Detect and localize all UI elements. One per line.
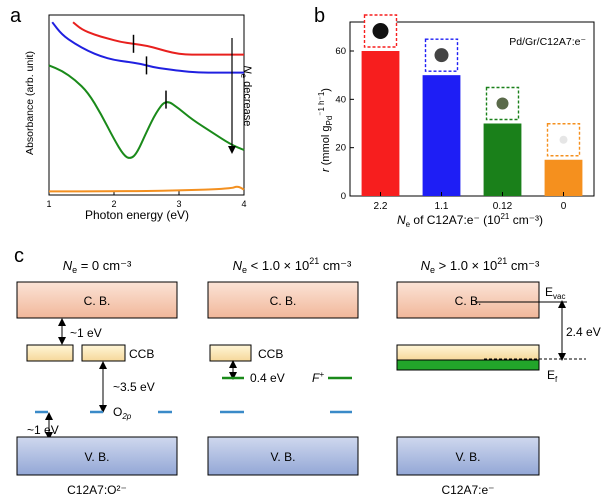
col1-ccb-label: CCB: [129, 347, 154, 361]
panel-c-letter: c: [14, 245, 24, 267]
col3-vb-label: V. B.: [456, 450, 481, 464]
col2-cb-label: C. B.: [270, 294, 297, 308]
col1-vb-label: V. B.: [85, 450, 110, 464]
col1-ccb-right: [81, 344, 126, 362]
col1-conduction-band: [16, 281, 178, 319]
panel-a-peak-markers: [132, 34, 167, 109]
panel-b-ytick-label: 0: [341, 191, 346, 202]
sample-photo: [434, 48, 449, 63]
panel-b-xtick-label: 0.12: [493, 201, 513, 212]
ne-decrease-label: Ne decrease: [239, 66, 253, 127]
col2-valence-band: [207, 436, 359, 476]
col3-title: Ne > 1.0 × 1021 cm⁻³: [421, 256, 540, 275]
bar: [544, 159, 583, 196]
panel-b-xtick-label: 0: [561, 201, 567, 212]
col3-ef-label: Ef: [547, 368, 558, 384]
spectrum-line-0: [72, 21, 244, 56]
col1-cb-label: C. B.: [84, 294, 111, 308]
panel-b-ylabel: r (mmol gPd⁻1 h⁻1): [317, 88, 334, 172]
sample-photo: [496, 97, 509, 110]
panel-b-xlabel: Ne of C12A7:e⁻ (1021 cm⁻³): [397, 212, 543, 229]
panel-b-annotation: Pd/Gr/C12A7:e⁻: [509, 36, 586, 48]
col3-footer: C12A7:e⁻: [441, 483, 494, 497]
col3-evac-label: Evac: [545, 285, 565, 301]
panel-a-letter: a: [10, 5, 22, 27]
col3-conduction-band: [396, 281, 540, 319]
panel-b-axes: [349, 21, 595, 197]
panel-b-yticks: 0 20 40 60: [335, 46, 354, 202]
panel-b-letter: b: [314, 5, 325, 27]
col2-title: Ne < 1.0 × 1021 cm⁻³: [233, 256, 352, 275]
col1-title: Ne = 0 cm⁻³: [63, 258, 132, 275]
col1-gap2-label: ~3.5 eV: [113, 380, 155, 394]
panel-a-xtick-label: 1: [46, 199, 51, 209]
bar: [422, 75, 461, 196]
panel-b-ytick-label: 20: [335, 143, 346, 154]
panel-b-ytick-label: 60: [335, 46, 346, 57]
col2-fplus-label: F+: [312, 370, 324, 385]
col2-gap-label: 0.4 eV: [250, 371, 285, 385]
col1-ccb-left: [26, 344, 74, 362]
sample-photo: [559, 135, 568, 144]
spectrum-line-1: [51, 21, 244, 74]
col3-ccb-green: [396, 359, 540, 371]
col1-o2p-label: O2p: [113, 405, 132, 421]
col1-footer: C12A7:O²⁻: [67, 483, 127, 497]
col2-ccb: [209, 344, 252, 362]
col2-conduction-band: [207, 281, 359, 319]
panel-a-xtick-label: 4: [241, 199, 246, 209]
col1-gap1-label: ~1 eV: [70, 326, 102, 340]
panel-b-xtick-label: 1.1: [435, 201, 449, 212]
panel-a-axes: [48, 14, 245, 196]
panel-a-xtick-label: 2: [111, 199, 116, 209]
panel-b-bars: 2.2 1.1 0.12 0: [361, 14, 583, 212]
sample-photo: [372, 23, 389, 39]
panel-b-xtick-label: 2.2: [374, 201, 388, 212]
col1-gap3-label: ~1 eV: [27, 423, 59, 437]
col2-ccb-label: CCB: [258, 347, 283, 361]
bar: [361, 51, 400, 196]
col3-cb-label: C. B.: [455, 294, 482, 308]
panel-a-ylabel: Absorbance (arb. unit): [24, 51, 36, 155]
panel-a-xlabel: Photon energy (eV): [85, 208, 189, 222]
spectrum-line-2: [48, 64, 245, 159]
col2-vb-label: V. B.: [271, 450, 296, 464]
col3-ccb-yellow: [396, 344, 540, 361]
col1-valence-band: [16, 436, 178, 476]
col3-valence-band: [396, 436, 540, 476]
spectrum-line-3: [49, 185, 245, 193]
panel-a-series: [48, 21, 245, 193]
panel-a-xticks: 1 2 3 4: [46, 191, 247, 209]
panel-a-xtick-label: 3: [176, 199, 181, 209]
bar: [483, 123, 522, 196]
col3-gap-label: 2.4 eV: [566, 325, 601, 339]
panel-b-ytick-label: 40: [335, 94, 346, 105]
